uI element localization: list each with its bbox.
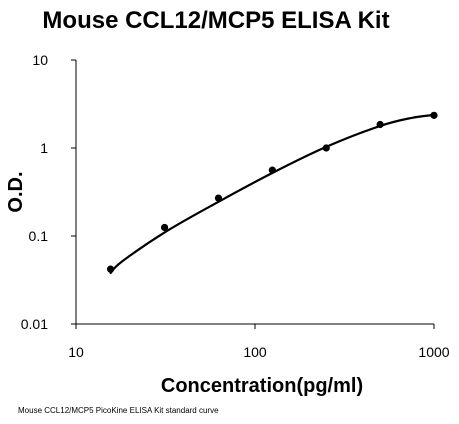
x-axis-ticks: 10 100 1000 — [68, 324, 450, 360]
y-tick-label: 1 — [40, 140, 48, 156]
y-tick-label: 10 — [32, 52, 48, 68]
data-point — [160, 223, 169, 232]
data-point — [106, 265, 115, 273]
y-axis-ticks: 10 1 0.1 0.01 — [21, 52, 76, 332]
figure-caption: Mouse CCL12/MCP5 PicoKine ELISA Kit stan… — [18, 406, 219, 415]
plot-axes — [75, 60, 434, 325]
data-points — [106, 111, 438, 273]
x-tick-label: 10 — [68, 344, 84, 360]
y-axis-label: O.D. — [5, 171, 27, 212]
x-tick-label: 1000 — [418, 344, 449, 360]
data-point — [322, 144, 330, 152]
x-tick-label: 100 — [243, 344, 267, 360]
data-point — [214, 194, 223, 202]
chart-title: Mouse CCL12/MCP5 ELISA Kit — [42, 7, 389, 34]
data-point — [268, 166, 276, 174]
data-point — [430, 111, 438, 119]
x-axis-label: Concentration(pg/ml) — [161, 375, 363, 397]
y-tick-label: 0.01 — [21, 316, 48, 332]
fit-curve — [109, 113, 436, 275]
y-tick-label: 0.1 — [29, 228, 49, 244]
data-point — [376, 120, 384, 129]
fit-curve-line — [109, 113, 436, 275]
